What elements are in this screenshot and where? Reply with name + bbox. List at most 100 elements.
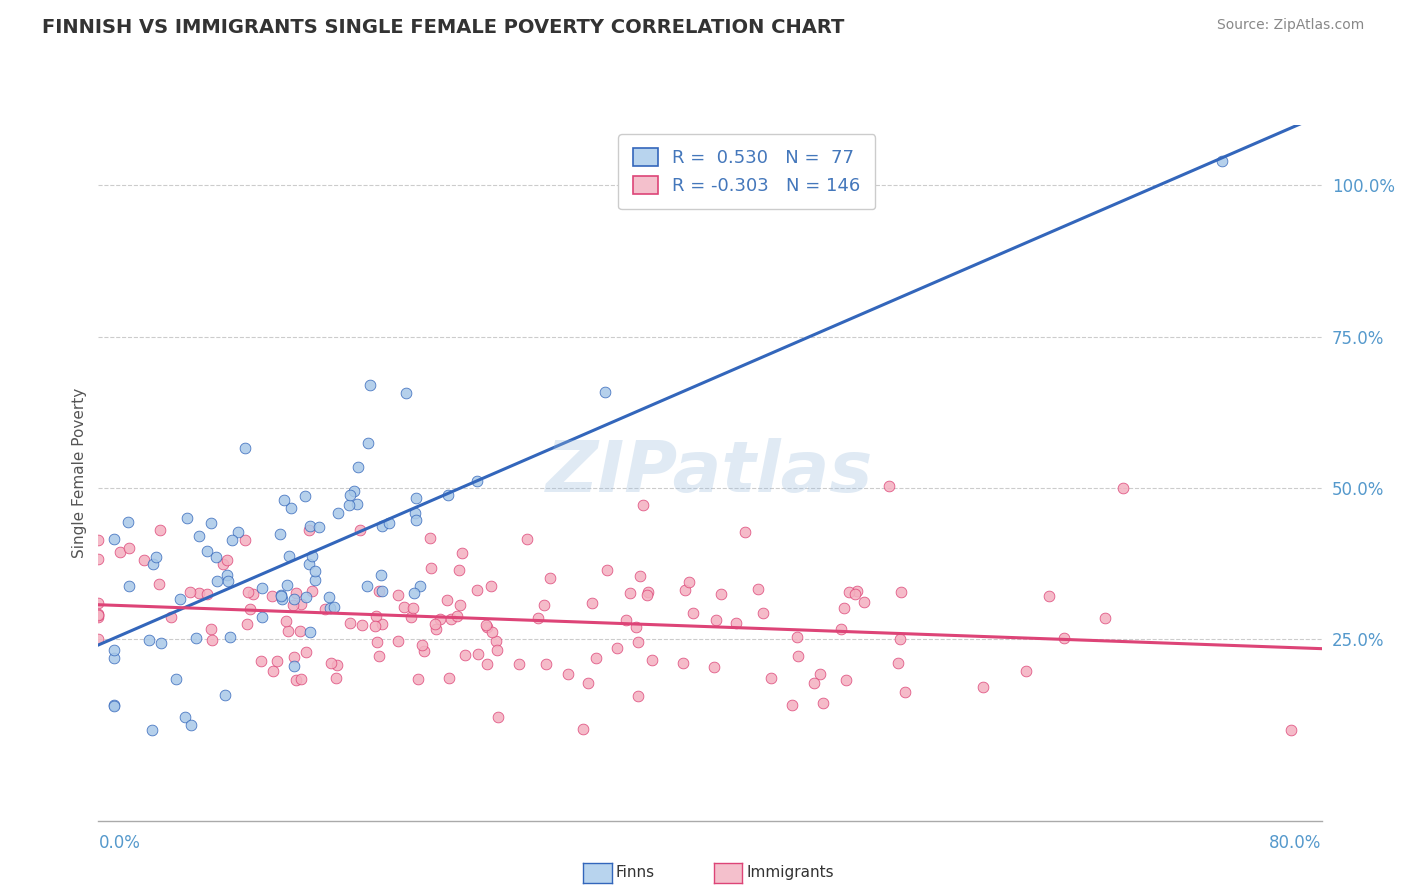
Point	[972, 680, 994, 694]
Point	[323, 599, 346, 614]
Point	[759, 672, 782, 686]
Point	[371, 584, 394, 599]
Point	[187, 586, 209, 600]
Point	[284, 586, 307, 600]
Point	[626, 634, 648, 648]
Point	[298, 519, 321, 533]
Point	[270, 588, 292, 602]
Point	[734, 525, 756, 540]
Point	[593, 385, 616, 400]
Point	[169, 591, 191, 606]
Point	[294, 489, 316, 503]
Point	[830, 623, 852, 637]
Point	[205, 549, 228, 564]
Point	[103, 698, 125, 712]
Point	[285, 673, 308, 687]
Point	[160, 610, 183, 624]
Point	[467, 647, 489, 661]
Point	[269, 526, 291, 541]
Point	[301, 583, 323, 598]
Point	[485, 643, 508, 657]
Point	[87, 607, 110, 622]
Point	[704, 613, 727, 627]
Point	[149, 523, 172, 537]
Point	[295, 645, 318, 659]
Point	[283, 659, 305, 673]
Point	[186, 631, 208, 645]
Point	[174, 710, 197, 724]
Point	[425, 622, 447, 636]
Point	[250, 654, 273, 668]
Point	[250, 581, 273, 595]
Point	[273, 492, 295, 507]
Point	[557, 666, 579, 681]
Point	[572, 722, 595, 736]
Point	[250, 609, 273, 624]
Point	[508, 657, 530, 671]
Point	[516, 533, 538, 547]
Point	[364, 618, 387, 632]
Point	[877, 479, 900, 493]
Point	[585, 651, 607, 665]
Point	[371, 518, 394, 533]
Point	[211, 558, 233, 572]
Point	[787, 648, 810, 663]
Point	[356, 579, 378, 593]
Point	[304, 573, 326, 587]
Point	[326, 506, 349, 520]
Point	[200, 516, 222, 531]
Point	[606, 640, 628, 655]
Point	[538, 571, 561, 585]
Point	[844, 587, 866, 601]
Point	[838, 585, 860, 599]
Point	[475, 620, 498, 634]
Point	[536, 657, 558, 672]
Point	[201, 632, 224, 647]
Point	[619, 586, 641, 600]
Point	[486, 710, 509, 724]
Point	[624, 620, 647, 634]
Point	[368, 584, 391, 599]
Point	[465, 474, 488, 488]
Point	[405, 491, 427, 505]
Point	[628, 568, 651, 582]
Point	[425, 616, 447, 631]
Point	[239, 602, 262, 616]
Point	[412, 644, 434, 658]
Point	[87, 632, 110, 647]
Point	[290, 597, 312, 611]
Point	[346, 497, 368, 511]
Point	[226, 524, 249, 539]
Point	[449, 599, 471, 613]
Point	[852, 595, 875, 609]
Point	[1094, 611, 1116, 625]
Point	[475, 657, 498, 672]
Point	[87, 552, 110, 566]
Point	[703, 659, 725, 673]
Point	[408, 672, 430, 686]
Point	[319, 657, 342, 671]
Point	[845, 583, 868, 598]
Point	[103, 643, 125, 657]
Point	[370, 568, 392, 582]
Point	[117, 515, 139, 529]
Point	[527, 611, 550, 625]
Point	[633, 498, 655, 512]
Point	[641, 653, 664, 667]
Point	[141, 723, 163, 737]
Point	[215, 567, 238, 582]
Legend: R =  0.530   N =  77, R = -0.303   N = 146: R = 0.530 N = 77, R = -0.303 N = 146	[619, 134, 875, 210]
Point	[288, 624, 311, 638]
Point	[233, 533, 256, 547]
Point	[217, 553, 239, 567]
Point	[465, 583, 488, 598]
Point	[217, 574, 239, 589]
Point	[179, 585, 201, 599]
Point	[318, 590, 340, 604]
Point	[673, 583, 696, 598]
Point	[1038, 589, 1060, 603]
Point	[138, 633, 160, 648]
Point	[350, 617, 373, 632]
Point	[343, 483, 366, 498]
Point	[782, 698, 804, 713]
